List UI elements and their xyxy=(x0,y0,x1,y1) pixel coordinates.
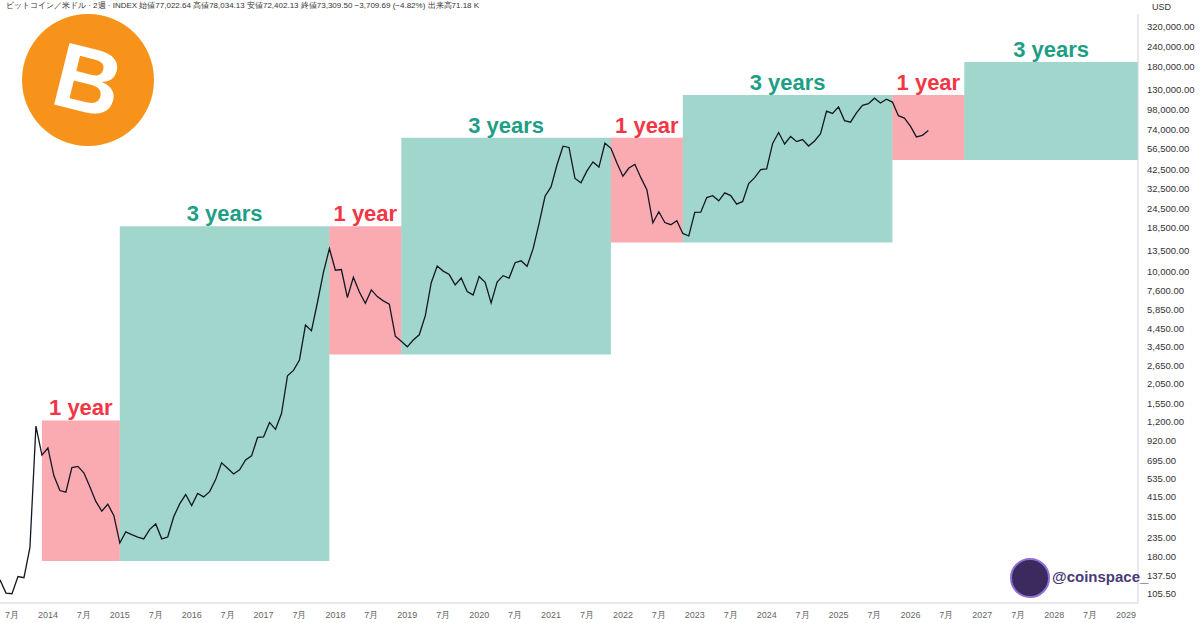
svg-text:315.00: 315.00 xyxy=(1147,511,1176,522)
svg-text:2,650.00: 2,650.00 xyxy=(1147,360,1184,371)
html-text:B: B xyxy=(43,22,133,138)
svg-text:7月: 7月 xyxy=(652,610,666,620)
svg-text:2029: 2029 xyxy=(1116,610,1136,620)
svg-text:180.00: 180.00 xyxy=(1147,551,1176,562)
svg-text:2021: 2021 xyxy=(541,610,561,620)
svg-text:7月: 7月 xyxy=(149,610,163,620)
svg-text:3 years: 3 years xyxy=(750,70,826,95)
svg-text:130,000.00: 130,000.00 xyxy=(1147,84,1195,95)
svg-text:7月: 7月 xyxy=(5,610,19,620)
svg-text:105.50: 105.50 xyxy=(1147,588,1176,599)
svg-text:1,200.00: 1,200.00 xyxy=(1147,416,1184,427)
svg-text:1 year: 1 year xyxy=(897,70,961,95)
svg-text:7月: 7月 xyxy=(939,610,953,620)
svg-text:2017: 2017 xyxy=(254,610,274,620)
svg-text:2,050.00: 2,050.00 xyxy=(1147,378,1184,389)
svg-text:7月: 7月 xyxy=(580,610,594,620)
svg-text:2015: 2015 xyxy=(110,610,130,620)
svg-text:1 year: 1 year xyxy=(615,113,679,138)
html-text:@coinspace_: @coinspace_ xyxy=(1052,568,1149,585)
svg-text:2018: 2018 xyxy=(325,610,345,620)
svg-text:2026: 2026 xyxy=(900,610,920,620)
svg-text:98,000.00: 98,000.00 xyxy=(1147,104,1189,115)
svg-text:7,600.00: 7,600.00 xyxy=(1147,285,1184,296)
svg-text:2024: 2024 xyxy=(757,610,777,620)
svg-text:235.00: 235.00 xyxy=(1147,532,1176,543)
svg-text:7月: 7月 xyxy=(77,610,91,620)
svg-text:2028: 2028 xyxy=(1044,610,1064,620)
svg-text:3,450.00: 3,450.00 xyxy=(1147,341,1184,352)
svg-text:7月: 7月 xyxy=(1011,610,1025,620)
svg-text:18,500.00: 18,500.00 xyxy=(1147,222,1189,233)
svg-text:4,450.00: 4,450.00 xyxy=(1147,323,1184,334)
svg-text:7月: 7月 xyxy=(796,610,810,620)
svg-text:7月: 7月 xyxy=(292,610,306,620)
svg-text:1 year: 1 year xyxy=(334,201,398,226)
svg-text:2022: 2022 xyxy=(613,610,633,620)
svg-text:74,000.00: 74,000.00 xyxy=(1147,124,1189,135)
svg-text:7月: 7月 xyxy=(436,610,450,620)
svg-text:2014: 2014 xyxy=(38,610,58,620)
svg-text:2023: 2023 xyxy=(685,610,705,620)
svg-text:920.00: 920.00 xyxy=(1147,435,1176,446)
svg-text:42,500.00: 42,500.00 xyxy=(1147,164,1189,175)
svg-text:7月: 7月 xyxy=(508,610,522,620)
svg-text:7月: 7月 xyxy=(867,610,881,620)
svg-text:2027: 2027 xyxy=(972,610,992,620)
svg-text:1,550.00: 1,550.00 xyxy=(1147,398,1184,409)
svg-text:13,500.00: 13,500.00 xyxy=(1147,245,1189,256)
svg-text:24,500.00: 24,500.00 xyxy=(1147,203,1189,214)
svg-text:180,000.00: 180,000.00 xyxy=(1147,61,1195,72)
svg-text:415.00: 415.00 xyxy=(1147,491,1176,502)
svg-text:3 years: 3 years xyxy=(187,201,263,226)
svg-text:3 years: 3 years xyxy=(468,113,544,138)
svg-text:320,000.00: 320,000.00 xyxy=(1147,21,1195,32)
svg-text:2020: 2020 xyxy=(469,610,489,620)
html-text:USD: USD xyxy=(1152,2,1171,12)
svg-text:1 year: 1 year xyxy=(49,395,113,420)
svg-text:5,850.00: 5,850.00 xyxy=(1147,304,1184,315)
svg-text:7月: 7月 xyxy=(724,610,738,620)
svg-text:56,500.00: 56,500.00 xyxy=(1147,143,1189,154)
svg-text:240,000.00: 240,000.00 xyxy=(1147,41,1195,52)
svg-text:7月: 7月 xyxy=(221,610,235,620)
svg-text:2025: 2025 xyxy=(829,610,849,620)
svg-text:2016: 2016 xyxy=(182,610,202,620)
svg-text:32,500.00: 32,500.00 xyxy=(1147,183,1189,194)
svg-text:7月: 7月 xyxy=(1083,610,1097,620)
svg-text:3 years: 3 years xyxy=(1013,37,1089,62)
svg-text:535.00: 535.00 xyxy=(1147,473,1176,484)
svg-text:2019: 2019 xyxy=(397,610,417,620)
svg-text:10,000.00: 10,000.00 xyxy=(1147,266,1189,277)
svg-text:137.50: 137.50 xyxy=(1147,570,1176,581)
svg-text:7月: 7月 xyxy=(364,610,378,620)
html-text:ビットコイン／米ドル · 2週 · INDEX 始値77,0: ビットコイン／米ドル · 2週 · INDEX 始値77,022.64 高値78… xyxy=(6,1,480,10)
svg-text:695.00: 695.00 xyxy=(1147,455,1176,466)
